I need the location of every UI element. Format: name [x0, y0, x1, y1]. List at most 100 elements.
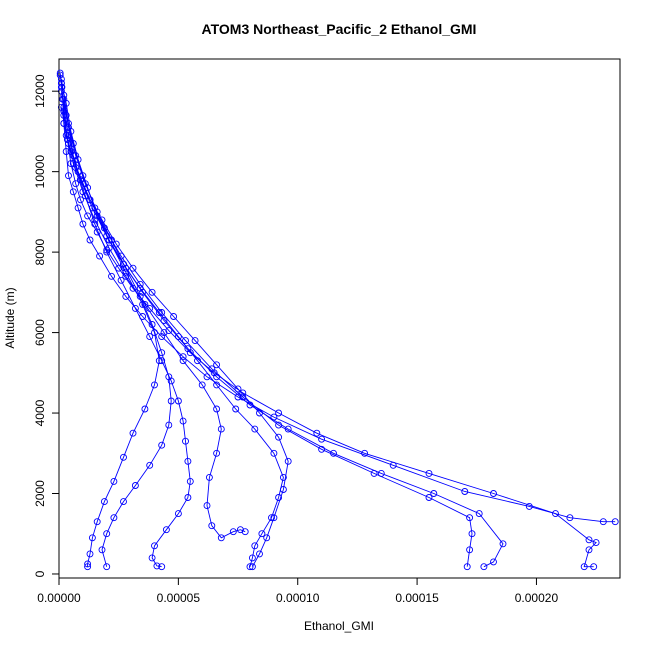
data-point [182, 437, 189, 445]
data-point [67, 148, 75, 155]
data-point [205, 473, 213, 481]
data-point [131, 304, 139, 312]
data-point [466, 546, 474, 554]
x-axis-label: Ethanol_GMI [304, 619, 374, 633]
data-point [88, 534, 96, 542]
data-point [268, 514, 275, 522]
data-point [284, 425, 292, 433]
x-axis: 0.00000 0.00005 0.00010 0.00015 0.00020 [37, 577, 559, 605]
y-tick-label: 4000 [33, 399, 47, 426]
data-point [490, 558, 497, 566]
series-line [63, 99, 172, 567]
data-point [160, 329, 168, 337]
data-point [122, 272, 130, 280]
data-point [91, 204, 99, 212]
data-point [279, 473, 287, 481]
data-point [182, 337, 189, 345]
data-point [74, 168, 82, 176]
data-point [174, 510, 182, 518]
data-point [162, 526, 170, 534]
data-point [105, 236, 113, 244]
data-point [592, 539, 600, 547]
data-point [198, 381, 206, 389]
data-point [213, 361, 221, 369]
data-point [246, 563, 254, 571]
data-point [79, 220, 87, 228]
y-tick-label: 10000 [33, 155, 47, 189]
data-point [217, 425, 225, 433]
data-point [217, 534, 225, 542]
data-point [361, 449, 369, 457]
data-point [84, 212, 92, 220]
series-line [60, 79, 289, 567]
data-point [241, 528, 249, 536]
data-point [120, 260, 127, 268]
data-point [103, 246, 111, 254]
x-tick-label: 0.00010 [276, 591, 320, 605]
data-point [258, 530, 266, 538]
data-point [60, 111, 68, 119]
data-point [129, 429, 137, 437]
data-point [203, 502, 211, 510]
data-point [248, 554, 256, 562]
data-point [213, 405, 221, 413]
series-line [60, 107, 246, 539]
data-point [84, 560, 92, 568]
y-tick-label: 0 [33, 570, 47, 577]
data-point [117, 276, 125, 284]
y-tick-label: 8000 [33, 238, 47, 265]
data-point [74, 204, 82, 212]
data-point [57, 75, 65, 83]
data-point [146, 461, 154, 469]
y-tick-label: 12000 [33, 74, 47, 108]
data-point [148, 321, 156, 328]
data-point [108, 236, 115, 244]
x-tick-label: 0.00005 [157, 591, 201, 605]
series-line [59, 75, 597, 568]
data-point [98, 546, 106, 554]
data-point [93, 518, 101, 526]
data-point [208, 522, 216, 530]
data-point [151, 542, 158, 550]
data-point [191, 337, 199, 345]
data-point [158, 357, 166, 365]
data-point [313, 429, 321, 437]
data-point [60, 119, 68, 127]
data-point [91, 220, 99, 228]
data-point [65, 172, 72, 180]
data-point [91, 216, 99, 224]
data-point [120, 453, 127, 461]
series-line [63, 123, 504, 568]
data-point [158, 333, 166, 341]
data-point [179, 417, 187, 425]
data-point [275, 409, 283, 417]
data-point [86, 236, 94, 244]
data-point [103, 248, 111, 256]
data-point [158, 441, 166, 449]
data-point [270, 449, 278, 457]
data-point [430, 490, 438, 497]
x-tick-label: 0.00020 [515, 591, 559, 605]
series-line [63, 115, 473, 567]
data-point [77, 176, 84, 184]
data-point [69, 160, 77, 168]
data-point [184, 494, 192, 501]
series-7 [60, 95, 175, 571]
data-point [499, 540, 507, 548]
data-point [475, 510, 483, 518]
data-point [160, 317, 168, 324]
data-point [57, 103, 65, 111]
data-point [88, 204, 96, 212]
data-point [60, 95, 68, 103]
data-point [86, 550, 94, 558]
data-point [100, 498, 108, 506]
data-point [213, 449, 221, 457]
data-point [251, 542, 259, 550]
data-point [590, 563, 598, 571]
data-point [165, 373, 173, 381]
data-point [585, 546, 593, 554]
data-point [184, 345, 192, 353]
data-point [232, 405, 240, 413]
data-point [151, 329, 158, 337]
series-9 [60, 111, 476, 571]
